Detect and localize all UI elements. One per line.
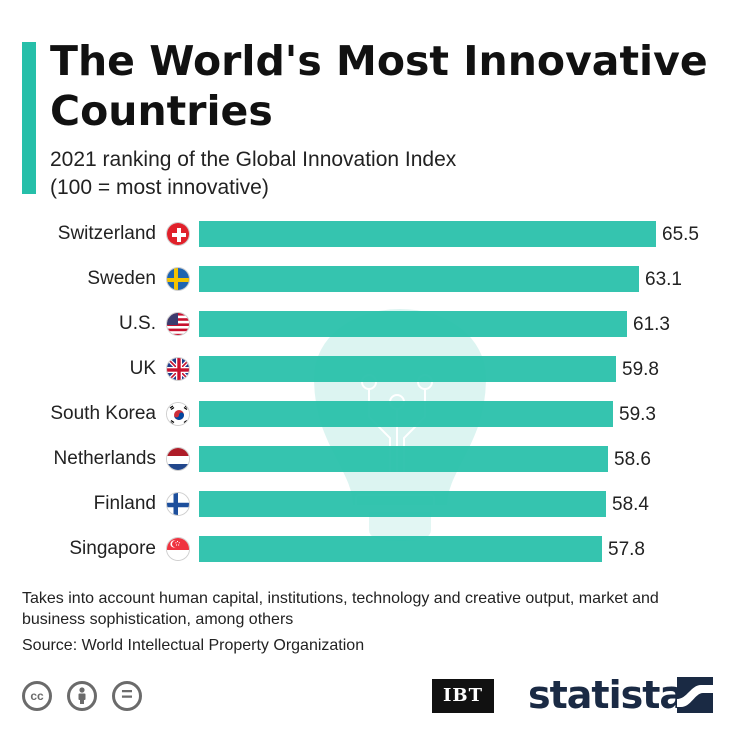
value-label: 63.1: [645, 269, 682, 290]
subtitle-line-1: 2021 ranking of the Global Innovation In…: [50, 148, 457, 171]
source-note: Source: World Intellectual Property Orga…: [22, 637, 365, 654]
us-flag-icon: [166, 312, 190, 336]
singapore-flag-icon: [166, 537, 190, 561]
bar: [199, 311, 627, 337]
bar-row: Netherlands 58.6: [0, 446, 736, 472]
bar: [199, 356, 616, 382]
page-subtitle: 2021 ranking of the Global Innovation In…: [50, 146, 710, 202]
country-label: U.S.: [119, 313, 156, 334]
bar-chart: Switzerland 65.5 Sweden 63.1 U.S. 61.3 UK 59.8 S…: [0, 212, 736, 572]
attribution-icon[interactable]: [67, 681, 97, 711]
footnote: Takes into account human capital, instit…: [22, 590, 659, 628]
netherlands-flag-icon: [166, 447, 190, 471]
no-derivatives-icon[interactable]: =: [112, 681, 142, 711]
country-label: Singapore: [69, 538, 156, 559]
bar: [199, 266, 639, 292]
bar-row: UK 59.8: [0, 356, 736, 382]
bar-row: Finland 58.4: [0, 491, 736, 517]
country-label: Sweden: [87, 268, 156, 289]
page-title: The World's Most Innovative Countries: [50, 37, 708, 135]
switzerland-flag-icon: [166, 222, 190, 246]
bar: [199, 221, 656, 247]
bar-row: Switzerland 65.5: [0, 221, 736, 247]
statista-logo[interactable]: statista: [528, 673, 685, 717]
uk-flag-icon: [166, 357, 190, 381]
bar-row: U.S. 61.3: [0, 311, 736, 337]
sweden-flag-icon: [166, 267, 190, 291]
country-label: Finland: [93, 493, 156, 514]
value-label: 58.6: [614, 449, 651, 470]
bar-row: Singapore 57.8: [0, 536, 736, 562]
value-label: 61.3: [633, 314, 670, 335]
value-label: 57.8: [608, 539, 645, 560]
value-label: 59.3: [619, 404, 656, 425]
subtitle-line-2: (100 = most innovative): [50, 176, 269, 199]
bar: [199, 446, 608, 472]
country-label: Netherlands: [53, 448, 156, 469]
bar-row: Sweden 63.1: [0, 266, 736, 292]
bar: [199, 536, 602, 562]
value-label: 59.8: [622, 359, 659, 380]
value-label: 58.4: [612, 494, 649, 515]
bar: [199, 491, 606, 517]
value-label: 65.5: [662, 224, 699, 245]
south-korea-flag-icon: [166, 402, 190, 426]
bar-row: South Korea 59.3: [0, 401, 736, 427]
country-label: Switzerland: [57, 223, 156, 244]
country-label: UK: [129, 358, 156, 379]
country-label: South Korea: [50, 403, 156, 424]
bar: [199, 401, 613, 427]
creative-commons-icon[interactable]: cc: [22, 681, 52, 711]
ibt-logo[interactable]: IBT: [432, 679, 494, 713]
statista-mark-icon: [677, 677, 713, 713]
title-accent-bar: [22, 42, 36, 194]
finland-flag-icon: [166, 492, 190, 516]
